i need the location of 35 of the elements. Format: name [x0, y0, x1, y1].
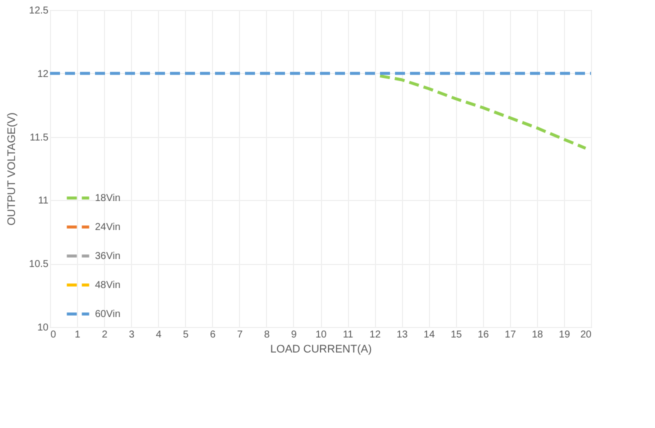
x-tick-label: 13	[396, 330, 408, 340]
y-tick-label: 12	[37, 68, 49, 80]
x-tick-label: 20	[580, 330, 592, 340]
x-tick-label: 7	[237, 330, 244, 340]
x-axis-title: LOAD CURRENT(A)	[270, 344, 372, 356]
y-tick-label: 11	[38, 196, 49, 207]
x-tick-label: 12	[370, 330, 382, 340]
x-tick-label: 16	[478, 330, 490, 340]
x-tick-label: 6	[210, 330, 216, 340]
x-tick-label: 5	[182, 330, 189, 340]
x-tick-label: 19	[558, 330, 570, 340]
y-axis-title: OUTPUT VOLTAGE(V)	[6, 112, 18, 226]
x-tick-label: 11	[342, 330, 354, 340]
legend-label: 18Vin	[95, 193, 120, 204]
x-tick-label: 10	[315, 330, 327, 340]
y-tick-label: 12.5	[29, 6, 49, 16]
legend-label: 36Vin	[95, 251, 120, 262]
x-tick-label: 8	[264, 330, 270, 340]
y-tick-label: 11.5	[30, 132, 49, 144]
y-tick-label: 10.5	[29, 259, 49, 270]
line-series	[378, 74, 588, 150]
x-tick-label: 3	[128, 330, 135, 340]
legend-label: 60Vin	[95, 309, 120, 320]
x-tick-label: 4	[156, 330, 162, 340]
x-tick-label: 14	[424, 330, 436, 340]
x-tick-label: 17	[504, 330, 516, 340]
x-tick-label: 0	[50, 330, 56, 340]
x-tick-label: 15	[450, 330, 462, 340]
x-tick-label: 1	[74, 330, 81, 340]
x-tick-label: 2	[102, 330, 108, 340]
legend-label: 24Vin	[95, 222, 120, 233]
x-tick-label: 18	[532, 330, 544, 340]
x-tick-label: 9	[291, 330, 298, 340]
legend-label: 48Vin	[95, 280, 120, 291]
y-tick-label: 10	[37, 322, 49, 334]
